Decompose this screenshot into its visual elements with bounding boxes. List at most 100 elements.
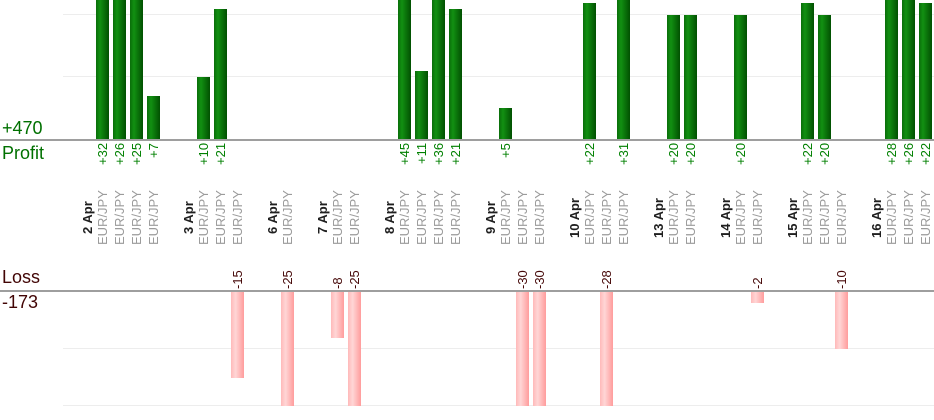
- instrument-label: EUR/JPY: [582, 190, 597, 246]
- instrument-label: EUR/JPY: [834, 190, 849, 246]
- instrument-label: EUR/JPY: [800, 190, 815, 246]
- profit-value-label: +7: [146, 143, 161, 158]
- profit-bar: [197, 77, 210, 139]
- instrument-label: EUR/JPY: [146, 190, 161, 246]
- profit-axis-label: Profit: [2, 143, 45, 163]
- loss-bar: [751, 292, 764, 304]
- instrument-label: EUR/JPY: [884, 190, 899, 246]
- loss-bar: [835, 292, 848, 349]
- profit-value-label: +32: [95, 143, 110, 166]
- profit-bar: [432, 0, 445, 139]
- loss-axis-line: [0, 290, 934, 292]
- profit-value-label: +20: [817, 143, 832, 166]
- loss-value-label: -28: [599, 270, 614, 289]
- profit-value-label: +36: [431, 143, 446, 166]
- profit-bar: [113, 0, 126, 139]
- instrument-label: EUR/JPY: [817, 190, 832, 246]
- instrument-label: EUR/JPY: [683, 190, 698, 246]
- profit-value-label: +20: [733, 143, 748, 166]
- instrument-label: EUR/JPY: [397, 190, 412, 246]
- loss-gridline-20: [63, 405, 934, 406]
- loss-value-label: -30: [515, 270, 530, 289]
- profit-bar: [902, 0, 915, 139]
- profit-value-label: +26: [112, 143, 127, 166]
- profit-axis-line: [0, 139, 934, 141]
- loss-gridline-10: [63, 348, 934, 349]
- loss-bar: [516, 292, 529, 406]
- profit-value-label: +22: [918, 143, 933, 166]
- profit-bar: [398, 0, 411, 139]
- loss-value-label: -25: [347, 270, 362, 289]
- profit-value-label: +31: [616, 143, 631, 166]
- profit-value-label: +21: [213, 143, 228, 166]
- loss-bar: [281, 292, 294, 406]
- profit-plot-area: [0, 0, 934, 139]
- instrument-label: EUR/JPY: [95, 190, 110, 246]
- instrument-label: EUR/JPY: [901, 190, 916, 246]
- instrument-label: EUR/JPY: [129, 190, 144, 246]
- loss-value-label: -30: [532, 270, 547, 289]
- profit-bar: [818, 15, 831, 139]
- loss-axis-label: Loss: [2, 267, 41, 287]
- profit-gridline-10: [63, 76, 934, 77]
- loss-value-label: -2: [750, 277, 765, 289]
- profit-bar: [919, 2, 932, 139]
- instrument-label: EUR/JPY: [532, 190, 547, 246]
- loss-bar: [331, 292, 344, 338]
- loss-bar: [348, 292, 361, 406]
- profit-bar: [617, 0, 630, 139]
- instrument-label: EUR/JPY: [347, 190, 362, 246]
- instrument-label: EUR/JPY: [918, 190, 933, 246]
- profit-value-label: +22: [582, 143, 597, 166]
- instrument-label: EUR/JPY: [448, 190, 463, 246]
- instrument-label: EUR/JPY: [599, 190, 614, 246]
- instrument-label: EUR/JPY: [431, 190, 446, 246]
- profit-value-label: +20: [683, 143, 698, 166]
- instrument-label: EUR/JPY: [112, 190, 127, 246]
- profit-value-label: +22: [800, 143, 815, 166]
- loss-value-label: -10: [834, 270, 849, 289]
- instrument-label: EUR/JPY: [515, 190, 530, 246]
- profit-bar: [667, 15, 680, 139]
- profit-value-label: +11: [414, 143, 429, 165]
- profit-value-label: +5: [498, 143, 513, 158]
- loss-plot-area: [0, 292, 934, 406]
- loss-bar: [600, 292, 613, 406]
- profit-value-label: +25: [129, 143, 144, 166]
- instrument-label: EUR/JPY: [330, 190, 345, 246]
- instrument-label: EUR/JPY: [414, 190, 429, 246]
- profit-bar: [147, 95, 160, 139]
- loss-value-labels: -15 -25 -8 -25 -30 -30 -28 -2 -10: [0, 242, 934, 289]
- instrument-label: EUR/JPY: [196, 190, 211, 246]
- profit-value-label: +10: [196, 143, 211, 166]
- instrument-label: EUR/JPY: [213, 190, 228, 246]
- profit-value-label: +26: [901, 143, 916, 166]
- loss-total: -173: [2, 292, 39, 312]
- instrument-label: EUR/JPY: [750, 190, 765, 246]
- loss-bar: [231, 292, 244, 378]
- profit-gridline-20: [63, 14, 934, 15]
- instrument-label: EUR/JPY: [733, 190, 748, 246]
- profit-value-label: +45: [397, 143, 412, 166]
- loss-value-label: -25: [280, 270, 295, 289]
- instrument-label: EUR/JPY: [666, 190, 681, 246]
- loss-bar: [533, 292, 546, 406]
- profit-value-labels: +32 +26 +25 +7 +10 +21 +45 +11 +36 +21 +5 +22 +31 +20…: [0, 143, 934, 189]
- profit-value-label: +21: [448, 143, 463, 166]
- profit-bar: [734, 15, 747, 139]
- profit-bar: [130, 0, 143, 139]
- profit-bar: [801, 2, 814, 139]
- instrument-label: EUR/JPY: [230, 190, 245, 246]
- profit-bar: [96, 0, 109, 139]
- profit-bar: [885, 0, 898, 139]
- profit-total: +470: [2, 118, 43, 138]
- profit-bar: [214, 8, 227, 139]
- instrument-label: EUR/JPY: [616, 190, 631, 246]
- instrument-label: EUR/JPY: [280, 190, 295, 246]
- profit-bar: [449, 8, 462, 139]
- profit-value-label: +28: [884, 143, 899, 166]
- profit-bar: [583, 2, 596, 139]
- loss-value-label: -8: [330, 277, 345, 289]
- category-labels: 2 Apr EUR/JPY EUR/JPY EUR/JPY EUR/JPY 3 Apr EU…: [0, 187, 934, 249]
